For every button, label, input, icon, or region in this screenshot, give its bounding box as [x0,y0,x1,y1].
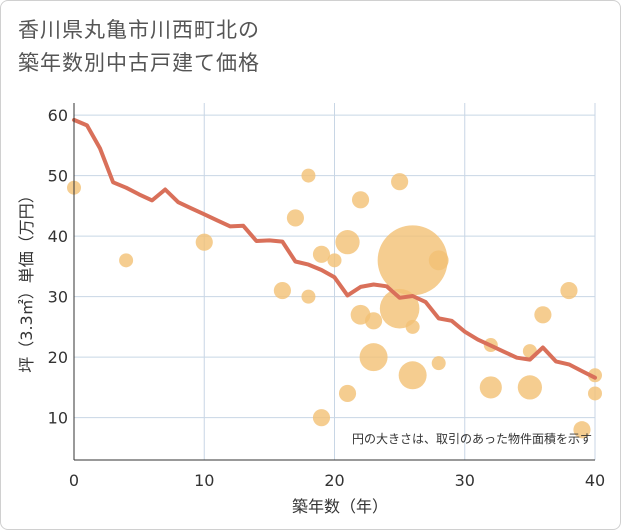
grid-layer [74,103,596,460]
x-tick-label: 10 [194,471,214,490]
chart-title-line2: 築年数別中古戸建て価格 [18,51,260,75]
x-axis-title: 築年数（年） [292,497,388,516]
bubble-point [335,230,360,255]
bubble-point [312,245,331,263]
x-tick-label: 40 [585,471,605,490]
x-tick-label: 30 [455,471,475,490]
trend-line [72,117,597,380]
line-layer [72,117,597,380]
bubble-point [273,282,291,300]
y-tick-label: 30 [48,288,68,307]
bubble-point [365,312,383,330]
bubble-point [286,209,304,227]
bubble-point [428,250,449,271]
y-tick-label: 20 [48,348,68,367]
bubble-point [517,375,542,400]
bubble-point [119,253,134,268]
bubble-point [351,191,370,209]
y-tick-label: 40 [48,227,68,246]
bubble-point [301,289,316,304]
y-tick-label: 10 [48,409,68,428]
y-axis-title: 坪（3.3㎡）単価（万円） [17,187,36,372]
x-tick-label: 0 [69,471,79,490]
bubble-point [195,233,213,251]
bubble-point [379,288,420,329]
bubble-point [301,168,316,183]
axis-layer: 0 10 20 30 40 10 20 30 40 50 60 [48,103,605,490]
bubble-point [312,409,331,427]
bubble-point [534,306,552,324]
bubble-point [398,361,427,390]
bubble-point [431,356,446,371]
bubble-point [405,319,420,334]
bubble-point [588,368,602,383]
bubble-point [479,376,502,399]
bubble-point [359,343,388,372]
bubble-point [338,384,357,403]
bubble-point [560,282,578,300]
y-tick-label: 60 [48,106,68,125]
bubble-point [327,253,342,268]
bubble-point [573,421,591,439]
chart-title-line1: 香川県丸亀市川西町北の [18,18,260,42]
bubble-point [377,225,448,296]
chart-title: 香川県丸亀市川西町北の 築年数別中古戸建て価格 [18,14,260,80]
size-note: 円の大きさは、取引のあった物件面積を示す [352,431,592,446]
bubble-point [588,386,602,401]
bubble-point [391,173,409,191]
x-tick-label: 20 [324,471,344,490]
y-tick-label: 50 [48,167,68,186]
